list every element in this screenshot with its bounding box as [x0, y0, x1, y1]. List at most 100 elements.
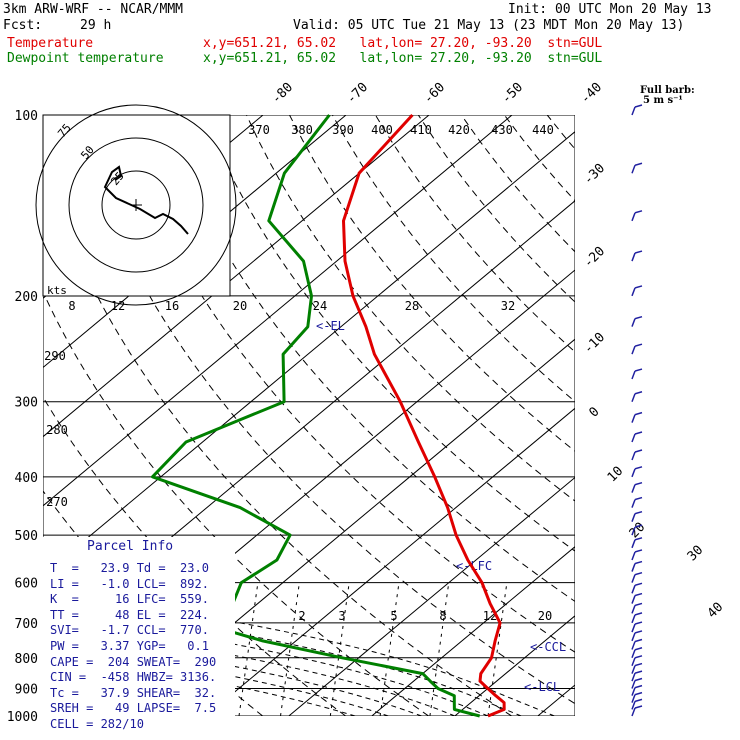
wind-barb-staff [631, 707, 636, 717]
wind-barbs [631, 104, 643, 717]
wind-barb-staff [631, 657, 636, 667]
parcel-marker-lfc: <-LFC [456, 559, 492, 573]
isotherm-label: -70 [344, 80, 371, 107]
wind-barb-flag [634, 510, 643, 515]
hodograph-trace [103, 165, 189, 235]
isotherm [704, 115, 740, 716]
wind-barb-flag [634, 431, 643, 435]
wind-barb-staff [631, 605, 636, 614]
isotherm-label: -30 [581, 161, 608, 188]
dry-adiabat [160, 115, 575, 603]
wind-barb-staff [631, 585, 636, 594]
temperature-location: x,y=651.21, 65.02 lat,lon= 27.20, -93.20… [203, 36, 603, 51]
wind-barb-flag [634, 537, 643, 541]
pressure-tick-label: 300 [15, 396, 38, 411]
wind-barb-flag [634, 670, 643, 674]
theta-label: 410 [410, 123, 432, 137]
dewpoint-legend: Dewpoint temperature [7, 51, 164, 66]
wind-barb-flag [634, 343, 643, 347]
forecast-hours: 29 h [80, 18, 112, 33]
isotherm [43, 131, 575, 576]
wind-barb-flag [634, 655, 643, 659]
wind-barb-staff [631, 701, 636, 710]
parcel-row: K = 16 LFC= 559. [50, 592, 209, 607]
dry-adiabat [719, 115, 740, 716]
theta-e-scale-label: 20 [233, 299, 247, 313]
dry-adiabat [633, 115, 740, 716]
pressure-tick-label: 800 [15, 652, 38, 667]
wind-barb-staff [631, 287, 636, 297]
wind-barb-staff [631, 687, 636, 696]
mixing-ratio-label: 8 [439, 609, 446, 623]
wind-barb-flag [634, 691, 643, 696]
theta-e-scale-label: 16 [165, 299, 179, 313]
hodograph-ring [35, 104, 237, 306]
pressure-tick-label: 100 [15, 109, 38, 124]
dry-adiabat [417, 115, 575, 303]
theta-e-scale-label: 32 [501, 299, 515, 313]
theta-e-scale-label: 12 [111, 299, 125, 313]
wind-barb-staff [631, 623, 636, 633]
theta-label: 270 [46, 495, 68, 509]
dry-adiabat [676, 115, 740, 716]
wind-barb-staff [631, 468, 636, 478]
theta-label: 390 [332, 123, 354, 137]
parcel-row: CELL = 282/10 [50, 717, 144, 731]
wind-barb-staff [631, 212, 636, 222]
barb-scale-line1: Full barb: [640, 85, 695, 96]
pressure-tick-label: 500 [15, 529, 38, 544]
barb-scale-note: Full barb: 5 m s⁻¹ [640, 86, 695, 106]
dewpoint-location: x,y=651.21, 65.02 lat,lon= 27.20, -93.20… [203, 51, 603, 66]
pressure-tick-label: 200 [15, 290, 38, 305]
mixing-ratio-line [379, 582, 400, 716]
dry-adiabat [43, 290, 429, 716]
dewpoint-profile [151, 114, 481, 718]
wind-barb-staff [631, 513, 636, 522]
init-time: Init: 00 UTC Mon 20 May 13 [508, 2, 712, 17]
wind-barb-flag [634, 210, 643, 214]
wind-barb-staff [631, 106, 636, 116]
wind-barb-flag [634, 638, 643, 643]
isotherm-label: 30 [685, 543, 707, 565]
wind-barb-staff [631, 694, 636, 703]
parcel-info-panel: Parcel Info T = 23.9 Td = 23.0 LI = -1.0… [43, 537, 235, 740]
wind-barb-staff [631, 574, 636, 583]
isotherm [0, 115, 14, 716]
model-title: 3km ARW-WRF -- NCAR/MMM [3, 2, 184, 17]
parcel-row: PW = 3.37 YGP= 0.1 [50, 639, 209, 653]
mixing-ratio-label: 5 [390, 609, 397, 623]
dry-adiabat [74, 115, 575, 705]
wind-barb-staff [631, 252, 636, 262]
wind-barb-staff [631, 665, 636, 674]
wind-barb-staff [631, 641, 636, 650]
wind-barb-staff [631, 649, 636, 659]
wind-barb-staff [631, 595, 636, 604]
wind-barb-staff [631, 526, 636, 536]
isotherm [43, 115, 513, 507]
dry-adiabat [117, 115, 575, 653]
wind-barb-flag [634, 481, 643, 486]
pressure-tick-label: 900 [15, 682, 38, 697]
wind-barb-flag [634, 496, 643, 501]
barb-scale-line2: 5 m s⁻¹ [643, 95, 683, 106]
wind-barb-flag [634, 602, 643, 607]
theta-e-scale-label: 28 [405, 299, 419, 313]
parcel-row: CIN = -458 HWBZ= 3136. [50, 670, 217, 685]
wind-barb-staff [631, 393, 636, 403]
wind-barb-flag [634, 285, 643, 289]
wind-barb-flag [634, 630, 643, 634]
parcel-row: SVI= -1.7 CCL= 770. [50, 623, 209, 638]
dry-adiabat [546, 115, 575, 150]
wind-barb-staff [631, 164, 636, 174]
parcel-row: T = 23.9 Td = 23.0 [50, 561, 209, 575]
isotherm-label: 0 [586, 404, 602, 420]
parcel-info-title: Parcel Info [87, 539, 174, 554]
wind-barb-staff [631, 563, 636, 572]
parcel-marker-el: <-EL [316, 319, 345, 333]
moist-adiabat [43, 634, 422, 716]
mixing-ratio-line [429, 582, 450, 716]
wind-barb-flag [634, 449, 643, 453]
wind-barb-staff [631, 484, 636, 493]
